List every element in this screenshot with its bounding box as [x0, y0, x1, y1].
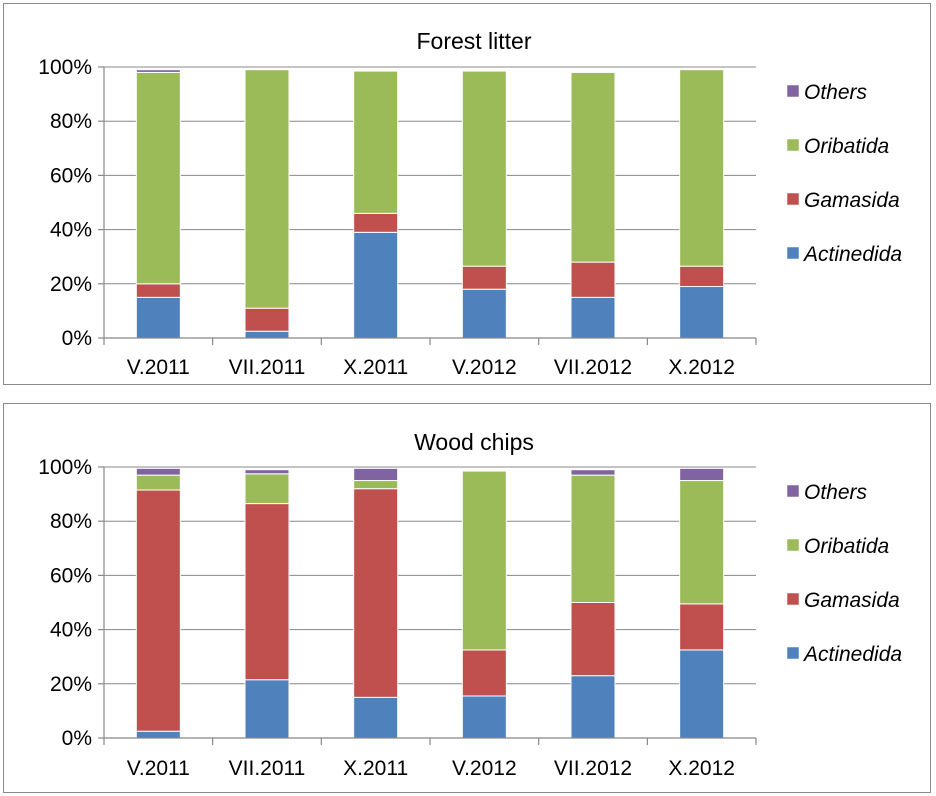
bar-segment-oribatida [679, 480, 725, 605]
bar-segment-actinedida [570, 296, 616, 339]
bar-segment-gamasida [135, 489, 181, 732]
bar-segment-others [353, 467, 399, 482]
x-tick-label: V.2011 [127, 356, 190, 379]
bar-segment-oribatida [570, 71, 616, 263]
legend-swatch [786, 646, 800, 660]
x-tick-label: VII.2011 [229, 356, 306, 379]
gridlines [104, 66, 756, 285]
legend-swatch [786, 484, 800, 498]
y-tick-label: 100% [38, 56, 92, 79]
bar-segment-gamasida [353, 488, 399, 698]
bar-segment-actinedida [353, 231, 399, 339]
x-tick-label: VII.2012 [554, 356, 632, 379]
x-tick-label: V.2012 [452, 356, 517, 379]
bar-segment-oribatida [135, 71, 181, 285]
legend-label: Others [804, 481, 868, 504]
bar-segment-actinedida [244, 679, 290, 739]
x-tick-label: X.2011 [343, 356, 408, 379]
bar-segment-actinedida [461, 288, 507, 339]
bar-segment-others [570, 469, 616, 476]
legend-swatch [786, 592, 800, 606]
y-tick-label: 20% [50, 273, 92, 296]
bar-segment-others [244, 469, 290, 475]
legend-label: Gamasida [804, 189, 900, 212]
y-tick-label: 100% [38, 456, 92, 479]
legend-swatch [786, 192, 800, 206]
y-tick-label: 60% [50, 164, 92, 187]
bar-segment-gamasida [461, 265, 507, 290]
legend-label: Oribatida [804, 535, 889, 558]
bar-segment-gamasida [244, 307, 290, 332]
bar-segment-actinedida [244, 330, 290, 339]
axes: 0% 20% 40% 60% 80% 100% V.2011 VII.2011 X.2011 V.… [38, 456, 757, 780]
legend-label: Actinedida [802, 643, 902, 666]
y-tick-label: 40% [50, 219, 92, 242]
bar-segment-gamasida [679, 265, 725, 288]
y-tick-label: 80% [50, 110, 92, 133]
y-tick-label: 40% [50, 619, 92, 642]
bar-segment-actinedida [135, 730, 181, 739]
chart-title: Forest litter [416, 28, 531, 54]
x-tick-label: X.2011 [343, 757, 408, 780]
bars [135, 467, 725, 739]
bar-segment-gamasida [570, 261, 616, 298]
y-tick-label: 20% [50, 673, 92, 696]
bar-segment-oribatida [135, 474, 181, 491]
bar-segment-gamasida [135, 283, 181, 298]
y-tick-label: 0% [62, 727, 92, 750]
x-tick-label: X.2012 [668, 757, 735, 780]
y-tick-label: 60% [50, 564, 92, 587]
x-tick-label: V.2011 [127, 757, 190, 780]
bar-segment-actinedida [461, 695, 507, 739]
bar-segment-gamasida [244, 503, 290, 681]
bar-segment-actinedida [570, 675, 616, 739]
bar-segment-oribatida [244, 473, 290, 505]
x-tick-label: X.2012 [668, 356, 735, 379]
bar-segment-actinedida [679, 286, 725, 339]
legend-swatch [786, 84, 800, 98]
axes: 0% 20% 40% 60% 80% 100% V.2011 VII.2011 X.2011 V.… [38, 56, 757, 379]
bar-segment-gamasida [570, 602, 616, 677]
legend-label: Oribatida [804, 135, 889, 158]
legend-swatch [786, 538, 800, 552]
bar-segment-others [679, 467, 725, 482]
bar-segment-others [135, 467, 181, 476]
x-tick-label: V.2012 [452, 757, 517, 780]
forest-litter-chart: Forest litter 0% 20% 40% 60% 80% 100% V.2011 VI… [38, 28, 902, 379]
bar-segment-actinedida [135, 296, 181, 339]
bar-segment-others [135, 69, 181, 73]
bar-segment-gamasida [679, 603, 725, 651]
legend-label: Gamasida [804, 589, 900, 612]
x-tick-label: VII.2011 [229, 757, 306, 780]
bar-segment-gamasida [461, 649, 507, 697]
bar-segment-oribatida [461, 70, 507, 267]
legend-label: Actinedida [802, 243, 902, 266]
bar-segment-actinedida [353, 696, 399, 739]
bar-segment-actinedida [679, 649, 725, 739]
legend: Others Oribatida Gamasida Actinedida [786, 481, 902, 666]
legend: Others Oribatida Gamasida Actinedida [786, 81, 902, 266]
bars [135, 69, 725, 339]
bar-segment-oribatida [353, 70, 399, 214]
bar-segment-oribatida [353, 480, 399, 490]
y-tick-label: 80% [50, 510, 92, 533]
bar-segment-oribatida [679, 69, 725, 267]
x-tick-label: VII.2012 [554, 757, 632, 780]
legend-swatch [786, 246, 800, 260]
legend-label: Others [804, 81, 868, 104]
y-tick-label: 0% [62, 327, 92, 350]
bar-segment-oribatida [461, 470, 507, 651]
chart-title: Wood chips [414, 429, 534, 455]
bar-segment-gamasida [353, 212, 399, 233]
bar-segment-oribatida [570, 474, 616, 603]
forest-litter-chart-panel: Forest litter 0% 20% 40% 60% 80% 100% V.2011 VI… [3, 3, 931, 385]
wood-chips-chart-panel: Wood chips 0% 20% 40% 60% 80% 100% V.2011 VII.2… [3, 403, 931, 793]
bar-segment-oribatida [244, 69, 290, 309]
legend-swatch [786, 138, 800, 152]
gridlines [104, 466, 756, 685]
wood-chips-chart: Wood chips 0% 20% 40% 60% 80% 100% V.2011 VII.2… [38, 429, 902, 780]
